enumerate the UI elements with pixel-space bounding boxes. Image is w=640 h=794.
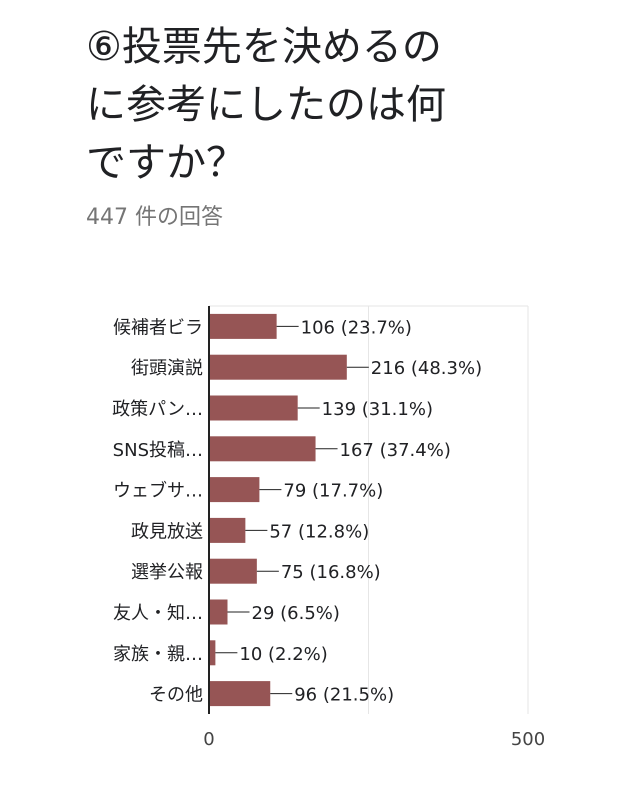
question-title: ⑥投票先を決めるの に参考にしたのは何 ですか？: [86, 24, 446, 186]
category-label: 政策パン…: [112, 399, 203, 420]
category-label: 友人・知…: [113, 603, 203, 624]
category-label: ウェブサ…: [113, 480, 203, 502]
category-label: 政見放送: [131, 521, 203, 542]
bar: [209, 681, 271, 707]
bar: [209, 354, 347, 380]
bar: [209, 517, 246, 543]
bar: [209, 436, 316, 462]
category-label: 街頭演説: [131, 358, 203, 379]
data-label: 57 (12.8%): [269, 521, 369, 542]
data-label: 79 (17.7%): [283, 481, 383, 502]
category-label: 家族・親…: [113, 644, 203, 665]
x-tick-label: 0: [203, 729, 214, 750]
category-label: SNS投稿…: [113, 440, 203, 461]
data-label: 106 (23.7%): [301, 317, 412, 338]
data-label: 216 (48.3%): [371, 358, 482, 379]
bar: [209, 477, 260, 503]
data-label: 29 (6.5%): [252, 603, 340, 624]
x-tick-label: 500: [511, 729, 545, 750]
response-count: 447 件の回答: [86, 205, 223, 230]
data-label: 75 (16.8%): [281, 562, 381, 583]
data-label: 167 (37.4%): [340, 440, 451, 461]
data-label: 139 (31.1%): [322, 399, 433, 420]
bar: [209, 313, 277, 339]
category-label: 選挙公報: [131, 562, 203, 583]
category-label: その他: [149, 685, 203, 706]
bar: [209, 640, 216, 666]
bar: [209, 558, 257, 584]
data-label: 96 (21.5%): [294, 685, 394, 706]
data-label: 10 (2.2%): [239, 644, 327, 665]
bar: [209, 395, 298, 421]
category-label: 候補者ビラ: [113, 317, 203, 338]
bar: [209, 599, 228, 625]
